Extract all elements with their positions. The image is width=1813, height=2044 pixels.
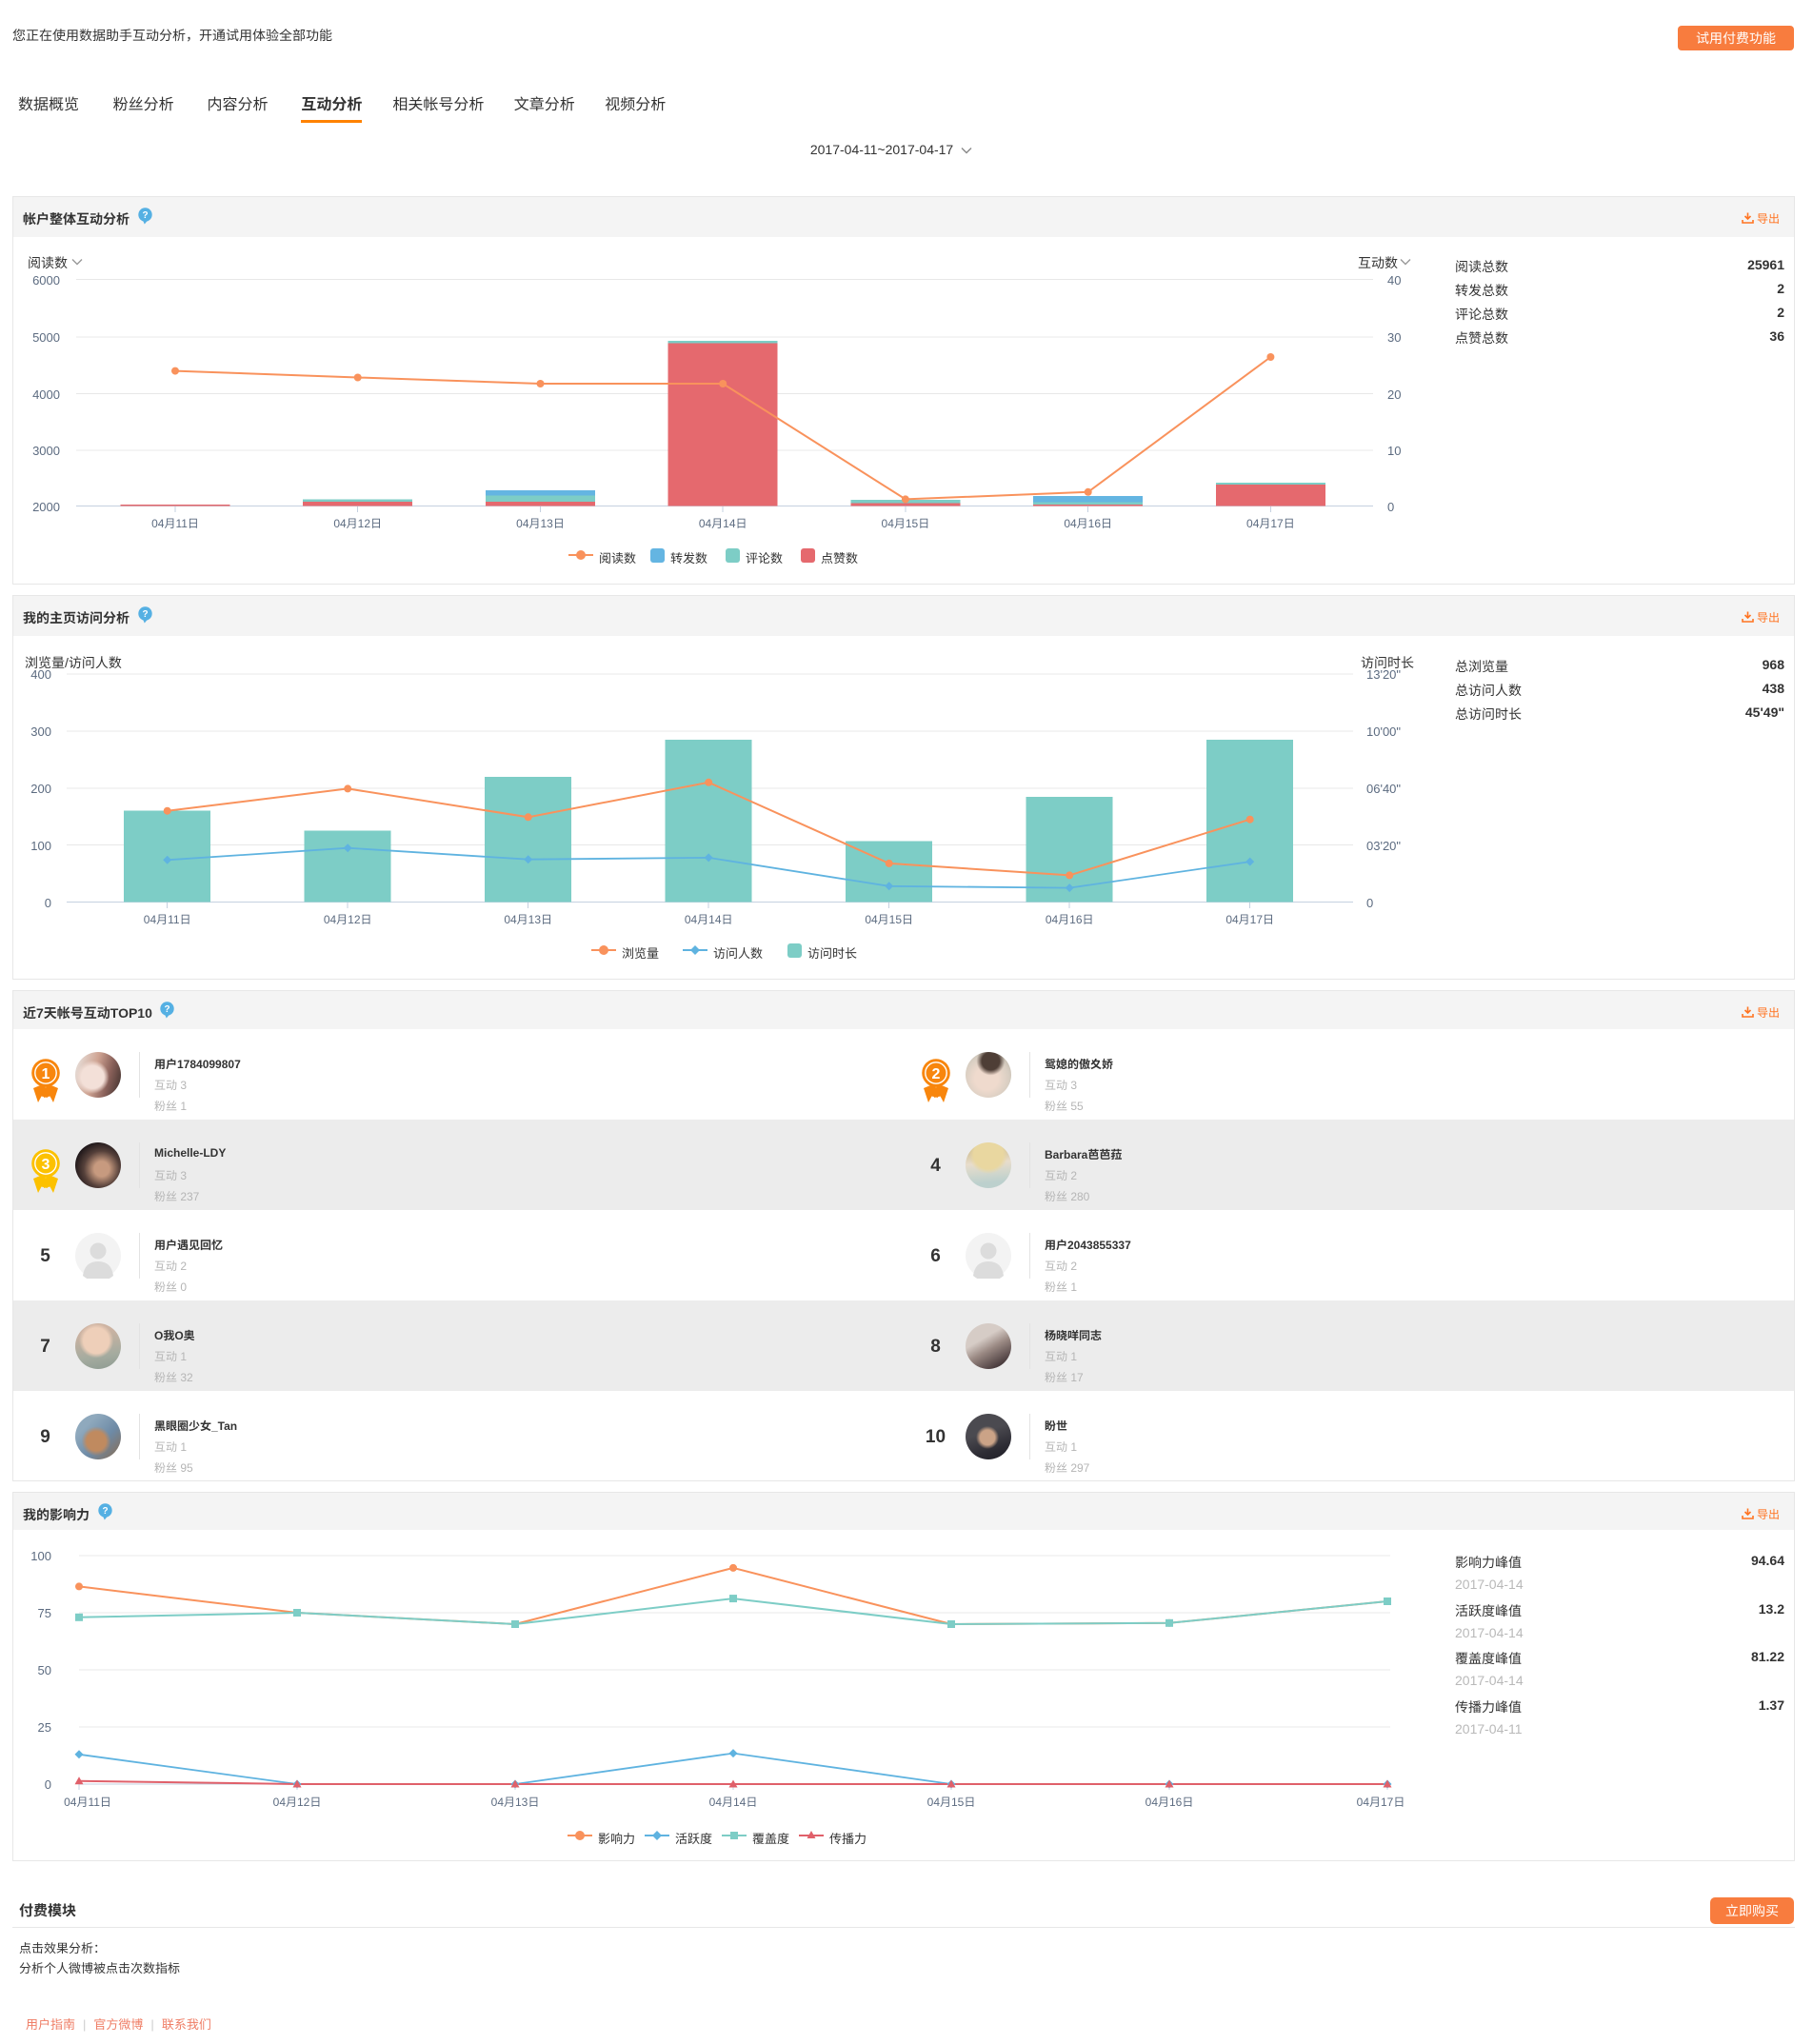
svg-text:3: 3 <box>42 1157 50 1173</box>
svg-text:?: ? <box>102 1506 108 1517</box>
svg-text:?: ? <box>164 1004 169 1015</box>
svg-text:2: 2 <box>932 1066 941 1082</box>
svg-text:?: ? <box>142 609 148 620</box>
svg-text:?: ? <box>142 210 148 221</box>
svg-text:1: 1 <box>42 1066 50 1082</box>
